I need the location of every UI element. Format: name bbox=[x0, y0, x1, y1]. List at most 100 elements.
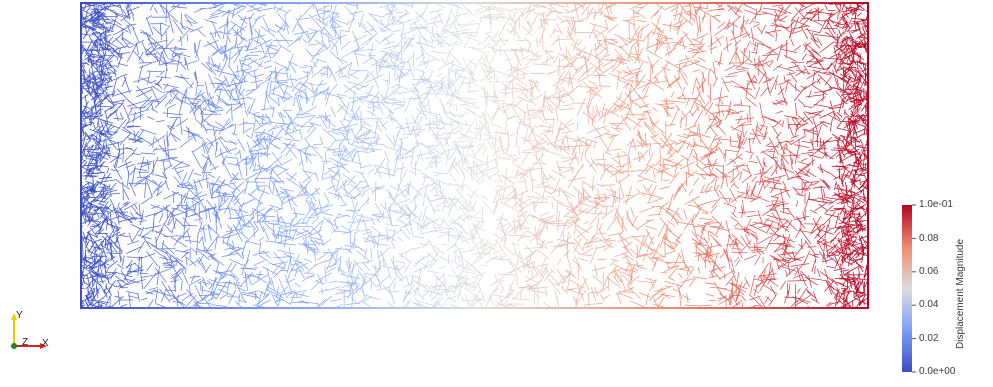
mesh-edge bbox=[584, 139, 588, 159]
mesh-edge bbox=[408, 211, 412, 225]
mesh-edge bbox=[545, 135, 558, 152]
mesh-edge bbox=[236, 158, 243, 177]
mesh-edge bbox=[593, 29, 602, 34]
mesh-edge bbox=[463, 214, 472, 221]
mesh-edge bbox=[808, 275, 812, 288]
mesh-edge bbox=[609, 122, 619, 127]
mesh-edge bbox=[87, 212, 105, 215]
mesh-edge bbox=[452, 280, 465, 294]
mesh-edge bbox=[613, 270, 617, 278]
mesh-edge bbox=[718, 296, 733, 305]
mesh-edge bbox=[685, 97, 690, 106]
mesh-edge bbox=[460, 277, 470, 280]
mesh-edge bbox=[399, 215, 411, 217]
mesh-edge bbox=[202, 108, 218, 114]
mesh-edge bbox=[692, 69, 701, 73]
mesh-edge bbox=[590, 286, 597, 302]
mesh-edge bbox=[477, 143, 484, 146]
mesh-edge bbox=[253, 136, 261, 144]
mesh-edge bbox=[306, 264, 317, 274]
mesh-edge bbox=[314, 88, 329, 98]
mesh-edge bbox=[518, 263, 531, 269]
mesh-edge bbox=[330, 298, 343, 302]
mesh-edge bbox=[392, 16, 397, 26]
mesh-edge bbox=[213, 129, 218, 136]
mesh-edge bbox=[253, 162, 257, 173]
mesh-edge bbox=[441, 92, 459, 99]
mesh-edge bbox=[151, 103, 154, 111]
mesh-edge bbox=[744, 228, 751, 231]
mesh-edge bbox=[356, 214, 376, 221]
mesh-edge bbox=[114, 243, 119, 250]
mesh-edge bbox=[714, 60, 723, 65]
mesh-edge bbox=[659, 233, 666, 249]
mesh-edge bbox=[369, 13, 384, 18]
mesh-edge bbox=[554, 290, 560, 307]
mesh-edge bbox=[267, 286, 282, 295]
mesh-edge bbox=[513, 67, 529, 75]
mesh-edge bbox=[304, 234, 309, 254]
mesh-edge bbox=[676, 284, 683, 300]
mesh-edge bbox=[391, 61, 406, 76]
mesh-edge bbox=[95, 105, 115, 108]
mesh-edge bbox=[619, 236, 629, 254]
mesh-edge bbox=[90, 133, 96, 144]
mesh-edge bbox=[617, 269, 629, 282]
mesh-edge bbox=[197, 250, 211, 261]
mesh-edge bbox=[188, 259, 199, 266]
mesh-edge bbox=[504, 166, 508, 185]
mesh-edge bbox=[393, 53, 400, 68]
mesh-edge bbox=[841, 290, 854, 295]
mesh-edge bbox=[225, 146, 232, 154]
mesh-edge bbox=[252, 250, 265, 257]
mesh-edge bbox=[737, 191, 748, 195]
mesh-edge bbox=[455, 67, 458, 76]
mesh-edge bbox=[765, 74, 770, 92]
mesh-edge bbox=[392, 211, 411, 216]
mesh-edge bbox=[177, 7, 188, 9]
mesh-edge bbox=[368, 53, 372, 60]
mesh-edge bbox=[239, 216, 255, 231]
mesh-edge bbox=[805, 169, 817, 178]
mesh-edge bbox=[138, 51, 144, 61]
mesh-edge bbox=[729, 32, 748, 41]
mesh-edge bbox=[595, 125, 607, 130]
mesh-edge bbox=[669, 172, 680, 185]
mesh-edge bbox=[823, 71, 834, 75]
mesh-edge bbox=[202, 118, 212, 127]
mesh-edge bbox=[224, 191, 226, 202]
mesh-edge bbox=[533, 5, 540, 9]
mesh-edge bbox=[670, 6, 679, 12]
mesh-edge bbox=[349, 11, 363, 15]
mesh-edge bbox=[493, 72, 496, 80]
mesh-edge bbox=[247, 240, 261, 246]
mesh-edge bbox=[351, 108, 356, 118]
mesh-edge bbox=[404, 143, 419, 156]
mesh-edge bbox=[798, 294, 812, 304]
mesh-edge bbox=[625, 82, 629, 90]
mesh-edge bbox=[391, 101, 397, 107]
mesh-edge bbox=[503, 49, 513, 68]
mesh-edge bbox=[750, 195, 762, 203]
mesh-edge bbox=[529, 80, 534, 98]
mesh-edge bbox=[292, 97, 296, 107]
mesh-edge bbox=[492, 145, 502, 157]
mesh-edge bbox=[89, 227, 98, 237]
mesh-edge bbox=[569, 279, 585, 289]
mesh-edge bbox=[550, 187, 562, 195]
mesh-edge bbox=[228, 289, 237, 305]
mesh-edge bbox=[474, 250, 490, 264]
mesh-edge bbox=[658, 167, 663, 175]
mesh-edge bbox=[764, 237, 773, 251]
mesh-edge bbox=[818, 114, 826, 119]
mesh-edge bbox=[799, 8, 813, 22]
mesh-edge bbox=[731, 233, 744, 247]
mesh-edge bbox=[619, 275, 627, 293]
mesh-edge bbox=[802, 111, 814, 125]
mesh-edge bbox=[516, 181, 527, 183]
mesh-edge bbox=[154, 7, 158, 14]
mesh-edge bbox=[80, 94, 89, 100]
mesh-edge bbox=[296, 263, 305, 271]
